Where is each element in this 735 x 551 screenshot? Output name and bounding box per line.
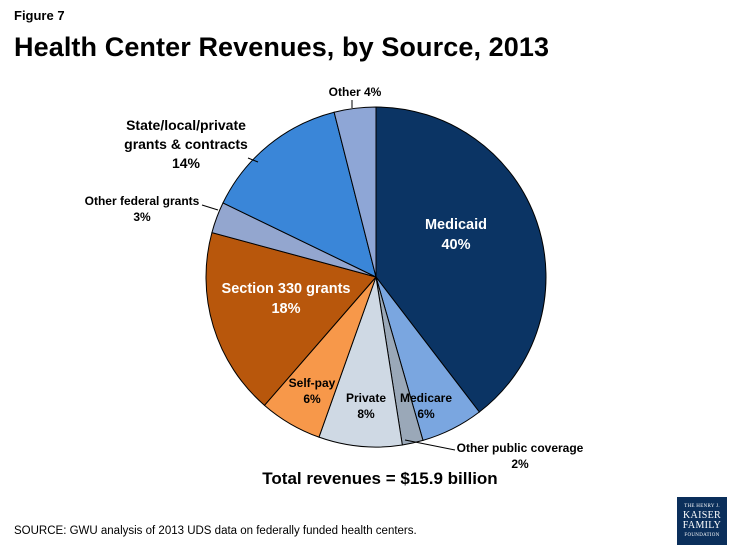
- slice-value-label: 2%: [511, 457, 529, 471]
- source-note: SOURCE: GWU analysis of 2013 UDS data on…: [14, 525, 417, 537]
- logo-line-2: KAISER: [683, 510, 721, 521]
- slice-name-label: Medicaid: [425, 217, 487, 233]
- logo-line-4: FOUNDATION: [684, 533, 720, 538]
- slice-label: Self-pay 6%: [289, 376, 336, 406]
- slice-label: Medicaid 40%: [425, 217, 487, 253]
- slice-name-label: Section 330 grants: [222, 281, 351, 297]
- slice-label: State/local/private grants & contracts 14%: [124, 117, 248, 171]
- slice-value-label: 6%: [417, 407, 435, 421]
- slice-label: Other 4%: [329, 85, 382, 99]
- slice-label-text: Other 4%: [329, 85, 382, 99]
- slice-name-label: Private: [346, 391, 386, 405]
- slice-name-label: Other public coverage: [457, 441, 584, 455]
- logo-line-3: FAMILY: [682, 520, 722, 531]
- leader-line: [404, 439, 456, 451]
- slice-value-label: 18%: [271, 301, 300, 317]
- slice-name-label: Self-pay: [289, 376, 336, 390]
- slice-value-label: 6%: [303, 392, 321, 406]
- total-revenues-note: Total revenues = $15.9 billion: [262, 469, 498, 488]
- figure-label: Figure 7: [14, 8, 65, 23]
- slice-name-label: Medicare: [400, 391, 452, 405]
- slice-name-label-line: State/local/private: [126, 117, 246, 133]
- slice-value-label: 40%: [441, 237, 470, 253]
- slice-label: Other public coverage 2%: [457, 441, 584, 471]
- slice-label: Medicare 6%: [400, 391, 452, 421]
- slice-name-label-line: grants & contracts: [124, 136, 248, 152]
- chart-title: Health Center Revenues, by Source, 2013: [14, 32, 550, 62]
- leader-line: [201, 204, 219, 211]
- slice-name-label: Other federal grants: [85, 194, 200, 208]
- slice-value-label: 14%: [172, 155, 201, 171]
- slice-state-local-private-grants-contracts: [222, 111, 377, 278]
- slice-medicaid: [375, 106, 547, 413]
- kaiser-family-foundation-logo: THE HENRY J. KAISER FAMILY FOUNDATION: [677, 497, 727, 545]
- slice-label: Section 330 grants 18%: [222, 281, 351, 317]
- slice-value-label: 3%: [133, 210, 151, 224]
- leader-line: [247, 157, 259, 163]
- slice-other: [333, 106, 377, 278]
- slice-label: Private 8%: [346, 391, 386, 421]
- slice-label: Other federal grants 3%: [85, 194, 200, 224]
- slice-section-330-grants: [205, 231, 377, 407]
- leader-lines: [201, 100, 456, 451]
- pie-slices: [205, 106, 547, 448]
- slice-labels: Medicaid 40% Medicare 6% Other public covera…: [85, 85, 584, 471]
- slice-value-label: 8%: [357, 407, 375, 421]
- logo-line-1: THE HENRY J.: [684, 504, 720, 509]
